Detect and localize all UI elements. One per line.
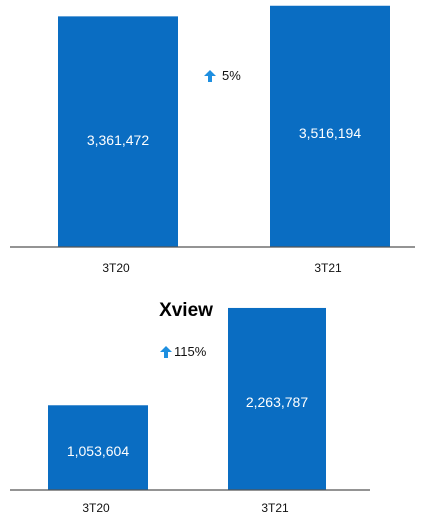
bar-chart-1: 3,361,472 3T20 3,516,194 3T21 5% — [10, 5, 415, 275]
growth-label: 5% — [222, 68, 241, 83]
chart-title: Xview — [159, 300, 213, 321]
bar-3t21 — [228, 307, 326, 490]
data-label: 3,516,194 — [299, 125, 361, 141]
x-tick-label: 3T20 — [102, 261, 130, 275]
arrow-up-icon — [204, 70, 216, 82]
bar-3t21 — [270, 5, 390, 247]
bar-3t20 — [48, 405, 148, 490]
bar-3t20 — [58, 16, 178, 247]
data-label: 3,361,472 — [87, 132, 149, 148]
x-tick-label: 3T21 — [261, 501, 289, 515]
arrow-up-icon — [160, 346, 172, 358]
growth-label: 115% — [174, 344, 207, 359]
x-tick-label: 3T20 — [82, 501, 110, 515]
x-tick-label: 3T21 — [314, 261, 342, 275]
bar-chart-2: Xview 1,053,604 3T20 2,263,787 3T21 115% — [10, 300, 370, 515]
data-label: 2,263,787 — [246, 394, 308, 410]
data-label: 1,053,604 — [67, 443, 129, 459]
